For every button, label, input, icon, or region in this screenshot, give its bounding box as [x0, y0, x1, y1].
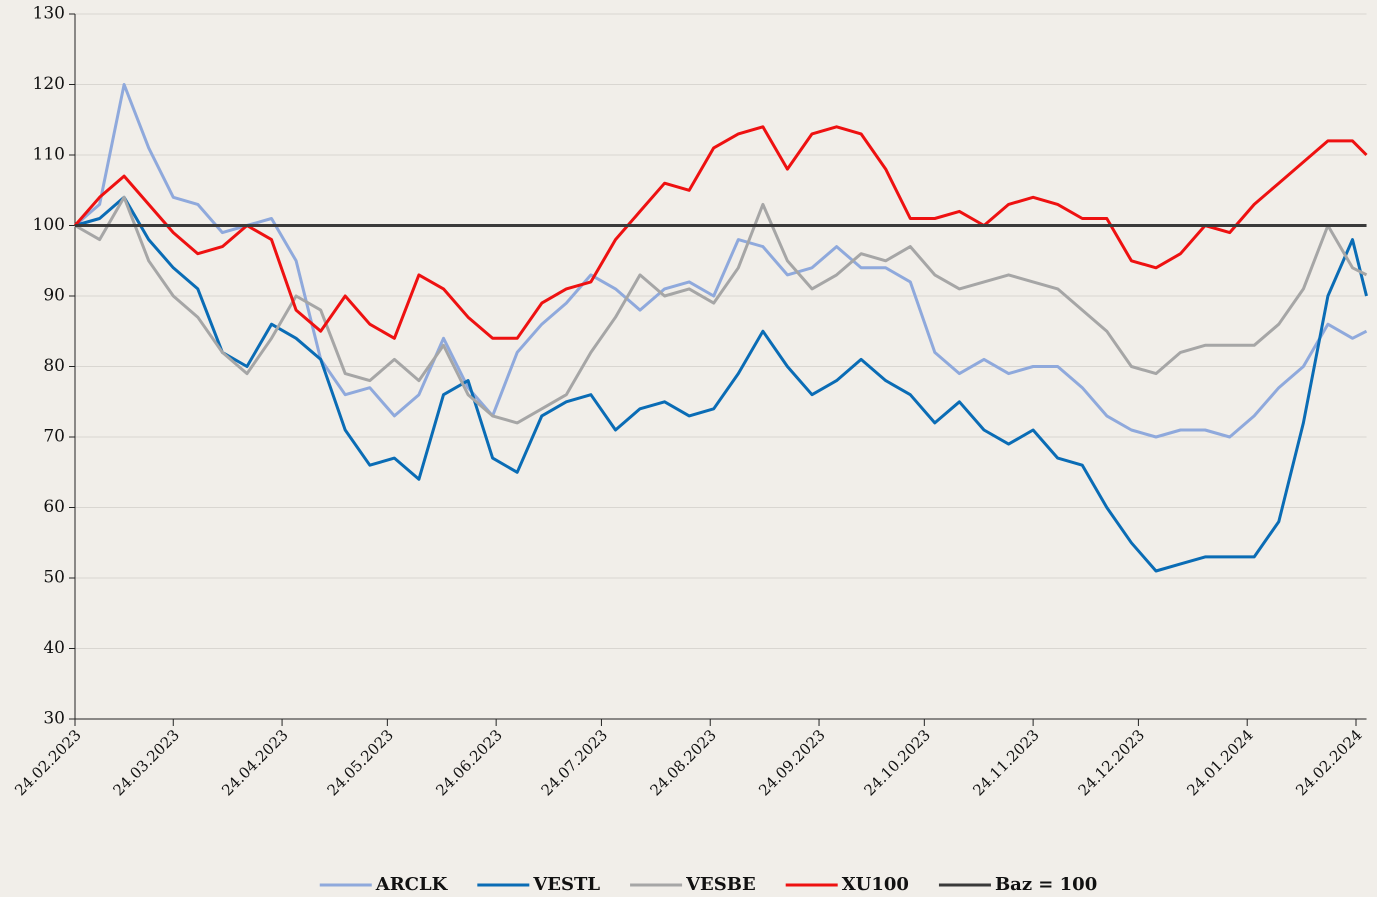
y-tick-label: 70 — [43, 427, 65, 447]
y-tick-label: 80 — [43, 356, 65, 376]
series-line — [74, 195, 1368, 573]
legend-label: ARCLK — [375, 874, 449, 895]
legend-label: Baz = 100 — [995, 874, 1097, 895]
y-tick-label: 40 — [43, 638, 65, 658]
x-tick-label: 24.06.2023 — [432, 726, 505, 799]
x-tick-label: 24.02.2023 — [11, 726, 84, 799]
y-tick-label: 110 — [33, 145, 65, 165]
y-tick-label: 120 — [33, 74, 65, 94]
legend: ARCLK VESTL VESBE XU100 Baz = 100 — [319, 874, 1097, 895]
x-tick-label: 24.11.2023 — [969, 726, 1042, 799]
x-tick-label: 24.10.2023 — [861, 726, 934, 799]
x-tick-label: 24.12.2023 — [1075, 726, 1148, 799]
legend-label: VESBE — [685, 874, 756, 895]
series-line — [73, 125, 1368, 340]
x-tick-label: 24.03.2023 — [109, 726, 182, 799]
y-tick-label: 90 — [43, 286, 65, 306]
x-tick-label: 24.02.2024 — [1292, 726, 1365, 799]
x-tick-label: 24.08.2023 — [646, 726, 719, 799]
x-tick-label: 24.05.2023 — [324, 726, 397, 799]
y-tick-label: 100 — [33, 215, 65, 235]
x-tick-label: 24.04.2023 — [218, 726, 291, 799]
legend-label: XU100 — [842, 874, 909, 895]
x-tick-label: 24.01.2024 — [1183, 726, 1256, 799]
y-tick-label: 60 — [43, 497, 65, 517]
legend-label: VESTL — [532, 874, 600, 895]
y-tick-label: 30 — [43, 709, 65, 729]
x-tick-label: 24.07.2023 — [538, 726, 611, 799]
series-line — [74, 83, 1368, 439]
series-line — [74, 195, 1368, 425]
x-tick-label: 24.09.2023 — [755, 726, 828, 799]
y-tick-label: 130 — [33, 4, 65, 24]
y-tick-label: 50 — [43, 568, 65, 588]
